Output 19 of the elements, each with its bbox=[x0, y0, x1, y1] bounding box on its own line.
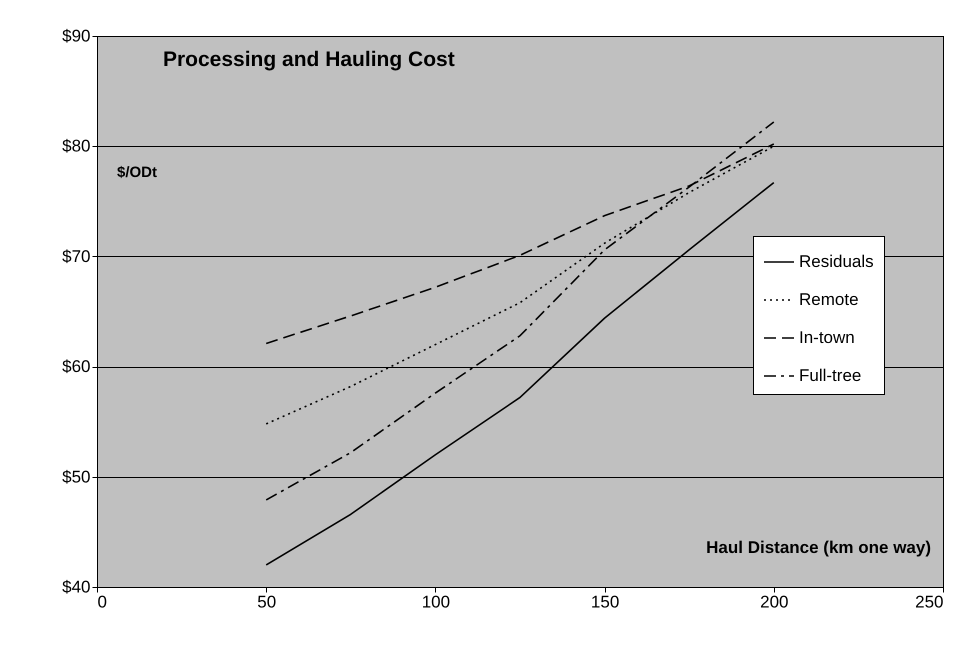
y-tick-label: $60 bbox=[62, 357, 90, 376]
y-tick-label: $40 bbox=[62, 578, 90, 596]
legend-label: Remote bbox=[799, 290, 859, 309]
x-axis-title: Haul Distance (km one way) bbox=[706, 538, 931, 557]
y-tick-label: $90 bbox=[62, 26, 90, 46]
y-tick-label: $50 bbox=[62, 467, 90, 486]
y-tick-label: $70 bbox=[62, 246, 90, 266]
x-tick-label: 50 bbox=[257, 592, 276, 612]
x-tick-label: 150 bbox=[590, 592, 620, 612]
x-tick-label: 0 bbox=[98, 592, 107, 612]
x-tick-label: 200 bbox=[760, 592, 788, 612]
legend-label: Residuals bbox=[799, 252, 874, 271]
x-tick-label: 250 bbox=[915, 592, 944, 612]
legend-label: In-town bbox=[799, 328, 855, 347]
legend-label: Full-tree bbox=[799, 366, 862, 385]
y-tick-label: $80 bbox=[62, 136, 90, 156]
y-axis-title: $/ODt bbox=[117, 164, 158, 181]
x-tick-label: 100 bbox=[422, 592, 450, 612]
text: Processing and Hauling Cost bbox=[163, 48, 455, 71]
